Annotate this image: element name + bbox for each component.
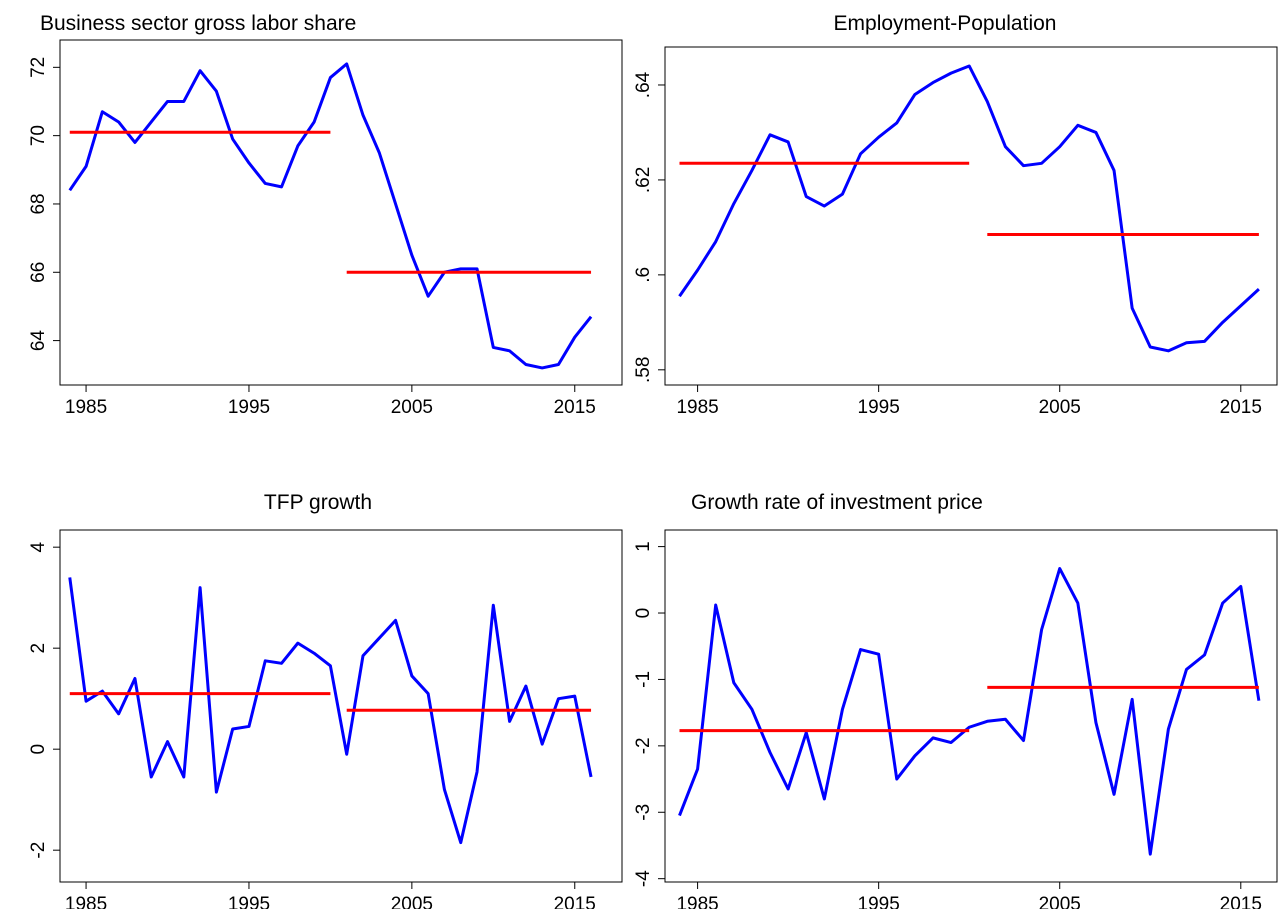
y-tick-label: 4 xyxy=(28,541,49,552)
y-tick-label: 1 xyxy=(633,541,654,552)
y-tick-label: .6 xyxy=(633,267,654,283)
chart-title: Growth rate of investment price xyxy=(691,491,983,514)
series-line xyxy=(678,567,1261,856)
y-tick-label: 2 xyxy=(28,643,49,654)
x-tick-label: 2005 xyxy=(391,894,433,909)
plot-frame xyxy=(59,529,623,883)
y-tick-label: -4 xyxy=(633,870,654,887)
series-line xyxy=(68,62,593,370)
chart-title: Business sector gross labor share xyxy=(40,12,356,35)
x-tick-label: 2015 xyxy=(554,397,596,418)
y-tick-label: -2 xyxy=(633,737,654,754)
x-tick-label: 2005 xyxy=(391,397,433,418)
plot-frame xyxy=(664,529,1278,883)
y-tick-label: 72 xyxy=(28,57,49,78)
x-tick-label: 1985 xyxy=(65,397,107,418)
chart-title: Employment-Population xyxy=(834,12,1057,35)
x-tick-label: 1995 xyxy=(858,894,900,909)
x-tick-label: 2015 xyxy=(554,894,596,909)
y-tick-label: 70 xyxy=(28,125,49,146)
y-tick-label: 0 xyxy=(28,744,49,755)
y-tick-label: 66 xyxy=(28,262,49,283)
x-tick-label: 1995 xyxy=(228,894,270,909)
plot-frame xyxy=(59,39,623,386)
x-tick-label: 1985 xyxy=(65,894,107,909)
y-tick-label: 68 xyxy=(28,193,49,214)
y-tick-label: -2 xyxy=(28,842,49,859)
y-tick-label: -3 xyxy=(633,804,654,821)
y-tick-label: -1 xyxy=(633,671,654,688)
x-tick-label: 2005 xyxy=(1039,397,1081,418)
x-tick-label: 1995 xyxy=(858,397,900,418)
series-line xyxy=(678,64,1260,353)
y-tick-label: .58 xyxy=(633,357,654,383)
x-tick-label: 2015 xyxy=(1220,894,1262,909)
x-tick-label: 1985 xyxy=(676,397,718,418)
y-tick-label: 0 xyxy=(633,608,654,619)
plot-frame xyxy=(664,46,1278,386)
y-tick-label: .62 xyxy=(633,167,654,193)
x-tick-label: 1995 xyxy=(228,397,270,418)
y-tick-label: .64 xyxy=(633,71,654,98)
x-tick-label: 2015 xyxy=(1220,397,1262,418)
chart-title: TFP growth xyxy=(264,491,372,514)
y-tick-label: 64 xyxy=(28,330,49,352)
x-tick-label: 1985 xyxy=(676,894,718,909)
x-tick-label: 2005 xyxy=(1039,894,1081,909)
series-line xyxy=(68,577,593,845)
